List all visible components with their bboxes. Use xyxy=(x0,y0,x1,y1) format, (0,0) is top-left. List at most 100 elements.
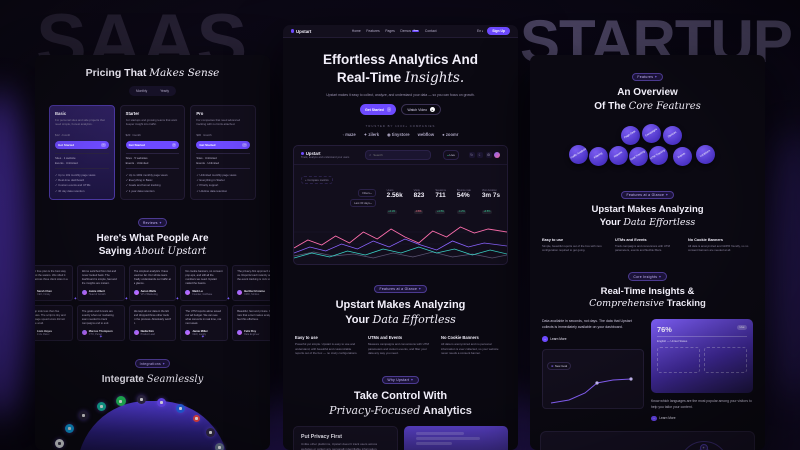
feature-circle[interactable]: Traffic Analysis xyxy=(569,145,588,164)
nav-link-label: Contact xyxy=(424,29,437,33)
testimonial-quote: Beautiful, fast and private. It is rare … xyxy=(237,309,270,321)
integration-icon[interactable] xyxy=(115,396,126,407)
overview-heading-line1: An Overview xyxy=(617,87,678,98)
plus-icon[interactable] xyxy=(699,444,708,450)
avatar xyxy=(81,290,87,296)
integration-icon[interactable] xyxy=(192,414,200,422)
nav-link[interactable]: Pages xyxy=(385,29,395,33)
get-started-button[interactable]: Get Started xyxy=(55,141,109,149)
feature-circle[interactable]: Devices xyxy=(663,126,682,145)
feature-circle[interactable]: Events xyxy=(673,147,692,166)
feature-circle[interactable]: Filtering xyxy=(589,147,608,166)
stat-block: Users 2.56k +2.1% xyxy=(386,189,403,218)
feature-title: Easy to use xyxy=(295,335,318,341)
live-toggle[interactable]: Live xyxy=(443,150,459,160)
filters-button[interactable]: Filters xyxy=(358,188,376,197)
new-goal-button[interactable]: New Goal xyxy=(547,361,572,370)
language-select[interactable]: En xyxy=(477,29,483,33)
billing-toggle[interactable]: Monthly Yearly xyxy=(129,86,176,96)
dashboard-header: Upstart Track, analyze and understand yo… xyxy=(294,146,507,165)
integration-icon[interactable] xyxy=(156,397,166,407)
dashboard-brand: Upstart xyxy=(301,151,349,156)
pricing-heading-italic: Makes Sense xyxy=(149,67,220,79)
browser-mockup-graphic xyxy=(415,432,497,445)
nav-link[interactable]: Home xyxy=(352,29,361,33)
integration-icon[interactable] xyxy=(214,442,224,450)
testimonials-badge: Reviews xyxy=(137,218,168,227)
dark-mode-icon[interactable] xyxy=(477,152,483,158)
why-heading: Take Control With Privacy-Focused Analyt… xyxy=(283,389,518,418)
feature-circle[interactable]: UTM Tracking xyxy=(649,146,668,165)
refresh-icon[interactable] xyxy=(468,152,475,158)
get-started-button[interactable]: Get Started xyxy=(125,141,180,149)
integration-icon[interactable] xyxy=(64,423,74,433)
hero-title-line2-text: Real-Time xyxy=(336,69,405,85)
feature-title: No Cookie Banners xyxy=(688,237,724,242)
settings-icon[interactable] xyxy=(485,152,492,158)
stat-label: Bounce rate xyxy=(456,188,471,192)
integration-icon[interactable] xyxy=(96,401,106,411)
hero-title: Effortless Analytics And Real-Time Insig… xyxy=(283,51,518,88)
get-started-button[interactable]: Get Started xyxy=(196,141,250,149)
billing-option[interactable]: Monthly xyxy=(136,89,148,93)
feature-circle[interactable]: Campaigns xyxy=(642,124,661,143)
stat-percentage: 76% xyxy=(657,325,672,335)
feature-circle[interactable]: Goal Tracking xyxy=(629,147,648,166)
plan-description: For personal sites and side projects tha… xyxy=(55,118,105,127)
integration-icon[interactable] xyxy=(78,410,88,420)
glance-heading-line2-italic: Data Effortless xyxy=(372,312,456,326)
nav-link[interactable]: Features xyxy=(366,29,379,33)
search-field[interactable] xyxy=(365,150,432,160)
avatar xyxy=(81,330,87,336)
brand-logo[interactable]: Upstart xyxy=(291,29,311,34)
get-started-label: Get Started xyxy=(58,142,75,147)
plan-name: Starter xyxy=(125,111,140,116)
search-input[interactable] xyxy=(373,153,428,157)
integrations-badge: Integrations xyxy=(134,359,171,368)
nav-link[interactable]: Demos New xyxy=(400,29,420,33)
date-range-button[interactable]: Last 30 days xyxy=(350,198,376,207)
testimonial-quote: Setup took less than five minutes. The s… xyxy=(35,309,66,326)
testimonial-card: We've switched from GA and never looked … xyxy=(76,264,125,301)
learn-more-link[interactable]: Learn More xyxy=(542,335,644,342)
testimonial-name: Aaron Wells xyxy=(140,289,157,293)
testimonial-card: Setup took less than five minutes. The s… xyxy=(35,304,73,341)
learn-more-link[interactable]: Learn More xyxy=(651,415,753,422)
billing-option[interactable]: Yearly xyxy=(160,89,169,93)
nav-link[interactable]: Contact xyxy=(425,29,437,33)
integration-icon[interactable] xyxy=(205,427,215,437)
integration-icon[interactable] xyxy=(54,438,64,448)
dashboard-brand-name: Upstart xyxy=(305,150,321,156)
nav-links: Home Features Pages Demos New Contact xyxy=(352,29,437,33)
testimonial-name: Bertha Cristaine xyxy=(244,289,265,293)
custom-events-card: Track everything that happens on your we… xyxy=(540,431,755,450)
brand-logo-item: ◦ maze xyxy=(342,132,356,138)
integration-icon[interactable] xyxy=(136,394,146,404)
watch-video-button[interactable]: Watch Video xyxy=(401,103,442,116)
insights-heading-line2: Comprehensive Tracking xyxy=(530,298,765,311)
feature-circle[interactable]: Locations xyxy=(696,145,715,164)
feature-circle-label: Reports xyxy=(613,150,623,159)
stat-label: Visit duration xyxy=(481,188,497,192)
star-icon xyxy=(99,334,103,340)
feature-body: Powerful yet simple. Upstart is easy to … xyxy=(295,342,358,356)
nav-link-label: Home xyxy=(351,29,361,33)
overview-heading: An Overview Of The Core Features xyxy=(530,86,765,113)
feature-body: All data is anonymized and no personal i… xyxy=(441,342,499,356)
feature-circles: Page Data Campaigns Devices Traffic Analysi… xyxy=(530,119,765,171)
brand-logo-item: ◉ tinystore xyxy=(387,132,410,138)
why-cards: Put Privacy First Unlike other platforms… xyxy=(293,426,508,450)
feature-circle[interactable]: Page Data xyxy=(621,126,640,145)
compare-metrics-button[interactable]: + Compare metrics xyxy=(301,175,333,184)
insights-heading-line2-italic: Comprehensive xyxy=(589,298,665,310)
get-started-button[interactable]: Get Started xyxy=(359,103,397,116)
testimonial-name: Jamie Miller xyxy=(192,329,208,333)
overview-section: Features An Overview Of The Core Feature… xyxy=(530,65,765,171)
testimonial-card: The simplest analytics I have used so fa… xyxy=(128,264,177,301)
integration-icon[interactable] xyxy=(175,403,185,413)
signup-button[interactable]: Sign Up xyxy=(487,27,510,35)
feature-circle[interactable]: Reports xyxy=(609,146,628,165)
testimonial-name: Marcus Thompson xyxy=(88,329,113,333)
stat-block: Bounce rate 54% -1.2% xyxy=(456,188,471,218)
avatar[interactable] xyxy=(494,152,500,158)
